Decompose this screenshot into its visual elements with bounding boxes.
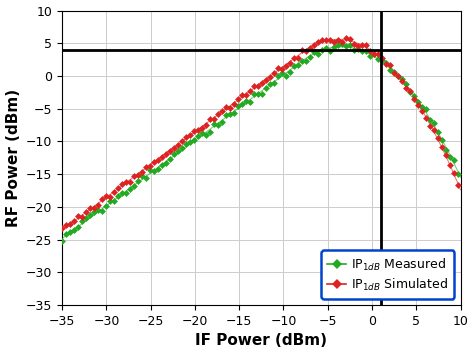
Legend: IP$_{1dB}$ Measured, IP$_{1dB}$ Simulated: IP$_{1dB}$ Measured, IP$_{1dB}$ Simulate…: [321, 251, 454, 299]
Y-axis label: RF Power (dBm): RF Power (dBm): [6, 89, 20, 227]
X-axis label: IF Power (dBm): IF Power (dBm): [195, 333, 328, 348]
